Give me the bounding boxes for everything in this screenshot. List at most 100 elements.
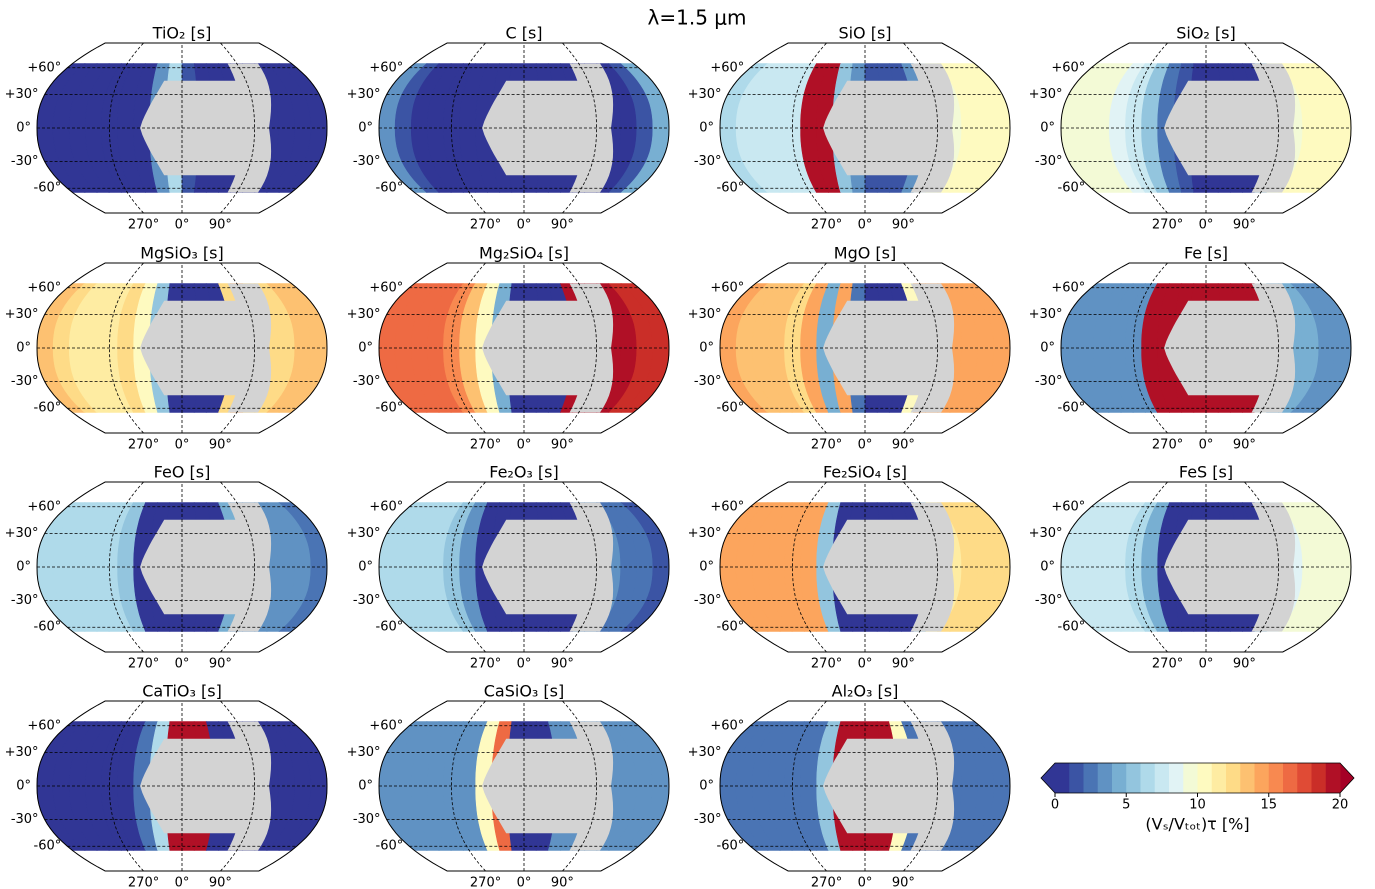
y-tick-label: +60°	[1051, 280, 1085, 295]
map-outline	[378, 42, 670, 214]
x-tick-label: 90°	[551, 438, 574, 453]
y-tick-label: +60°	[710, 280, 744, 295]
y-tick-label: -30°	[353, 812, 381, 827]
y-tick-label: 0°	[699, 341, 714, 356]
x-tick-label: 270°	[1152, 438, 1183, 453]
x-tick-label: 0°	[517, 876, 532, 889]
y-tick-label: -30°	[11, 374, 39, 389]
y-tick-label: +30°	[347, 526, 381, 541]
colorbar-tick-label: 0	[1051, 798, 1059, 813]
grid-line	[1244, 42, 1279, 214]
y-tick-label: +30°	[5, 87, 39, 102]
map-panel: TiO₂ [s] +60° +30° 0° -30° -60° 270° 0° 90°	[5, 24, 328, 233]
x-tick-label: 270°	[128, 218, 159, 233]
y-tick-label: -60°	[376, 620, 404, 635]
no-cloud-region	[140, 721, 272, 851]
x-tick-label: 0°	[517, 438, 532, 453]
x-tick-label: 270°	[470, 657, 501, 672]
grid-line	[562, 700, 597, 872]
colorbar-over	[1340, 763, 1354, 793]
y-tick-label: 0°	[699, 560, 714, 575]
map-panel: SiO₂ [s] +60° +30° 0° -30° -60° 270° 0° 90°	[1029, 24, 1352, 233]
map-outline	[36, 42, 328, 214]
map-outline	[378, 481, 670, 653]
map-panel: CaSiO₃ [s] +60° +30° 0° -30° -60° 270° 0° 90°	[347, 682, 670, 889]
y-tick-label: -60°	[34, 401, 62, 416]
no-cloud-region	[823, 502, 955, 632]
grid-line	[220, 262, 255, 434]
map-panel: Fe₂O₃ [s] +60° +30° 0° -30° -60° 270° 0° 90°	[347, 463, 670, 672]
x-tick-label: 270°	[811, 657, 842, 672]
colorbar-segment	[1055, 763, 1070, 793]
y-tick-label: -30°	[694, 154, 722, 169]
panel-title: MgO [s]	[834, 244, 896, 263]
grid-line	[562, 262, 597, 434]
no-cloud-region	[823, 283, 955, 413]
x-tick-label: 0°	[1199, 438, 1214, 453]
y-tick-label: +30°	[347, 87, 381, 102]
colorbar-segment	[1126, 763, 1141, 793]
grid-line	[903, 262, 938, 434]
panel-title: TiO₂ [s]	[152, 24, 212, 43]
map-outline	[1060, 481, 1352, 653]
y-tick-label: 0°	[16, 341, 31, 356]
y-tick-label: -60°	[717, 181, 745, 196]
colorbar-segment	[1112, 763, 1127, 793]
y-tick-label: +30°	[5, 526, 39, 541]
y-tick-label: +30°	[688, 745, 722, 760]
grid-line	[109, 262, 144, 434]
y-tick-label: -60°	[717, 401, 745, 416]
y-tick-label: -30°	[694, 812, 722, 827]
grid-line	[1244, 481, 1279, 653]
map-panel: FeS [s] +60° +30° 0° -30° -60° 270° 0° 90°	[1029, 463, 1352, 672]
no-cloud-region	[482, 502, 614, 632]
colorbar-segment	[1297, 763, 1312, 793]
x-tick-label: 90°	[551, 876, 574, 889]
y-tick-label: -30°	[11, 593, 39, 608]
y-tick-label: -30°	[1035, 154, 1063, 169]
x-tick-label: 90°	[892, 438, 915, 453]
map-outline	[719, 481, 1011, 653]
colorbar-segment	[1283, 763, 1298, 793]
x-tick-label: 0°	[858, 876, 873, 889]
y-tick-label: +30°	[688, 87, 722, 102]
x-tick-label: 0°	[858, 438, 873, 453]
y-tick-label: -60°	[376, 839, 404, 854]
grid-line	[1244, 262, 1279, 434]
no-cloud-region	[482, 283, 614, 413]
y-tick-label: -60°	[717, 839, 745, 854]
y-tick-label: +30°	[1029, 526, 1063, 541]
y-tick-label: +60°	[369, 499, 403, 514]
map-panel: C [s] +60° +30° 0° -30° -60° 270° 0° 90°	[347, 24, 670, 233]
grid-line	[451, 42, 486, 214]
y-tick-label: 0°	[699, 121, 714, 136]
map-panel: Mg₂SiO₄ [s] +60° +30° 0° -30° -60° 270° 0° 90°	[347, 244, 670, 453]
colorbar-tick-label: 15	[1260, 798, 1277, 813]
grid-line	[903, 481, 938, 653]
grid-line	[451, 262, 486, 434]
y-tick-label: +30°	[5, 745, 39, 760]
colorbar-segment	[1311, 763, 1327, 793]
colorbar-label: (Vₛ/Vₜₒₜ)τ [%]	[1145, 815, 1249, 834]
panel-title: Fe₂O₃ [s]	[489, 463, 559, 482]
x-tick-label: 0°	[175, 657, 190, 672]
map-outline	[1060, 262, 1352, 434]
x-tick-label: 90°	[892, 657, 915, 672]
y-tick-label: +30°	[5, 307, 39, 322]
y-tick-label: +60°	[710, 60, 744, 75]
y-tick-label: +60°	[710, 499, 744, 514]
x-tick-label: 0°	[175, 218, 190, 233]
y-tick-label: +60°	[710, 718, 744, 733]
y-tick-label: +30°	[1029, 87, 1063, 102]
no-cloud-region	[482, 63, 614, 193]
x-tick-label: 90°	[209, 438, 232, 453]
grid-line	[220, 42, 255, 214]
y-tick-label: -30°	[353, 154, 381, 169]
y-tick-label: +60°	[369, 718, 403, 733]
y-tick-label: -60°	[1058, 181, 1086, 196]
colorbar-segment	[1254, 763, 1270, 793]
y-tick-label: +60°	[1051, 499, 1085, 514]
x-tick-label: 270°	[128, 438, 159, 453]
x-tick-label: 0°	[858, 657, 873, 672]
